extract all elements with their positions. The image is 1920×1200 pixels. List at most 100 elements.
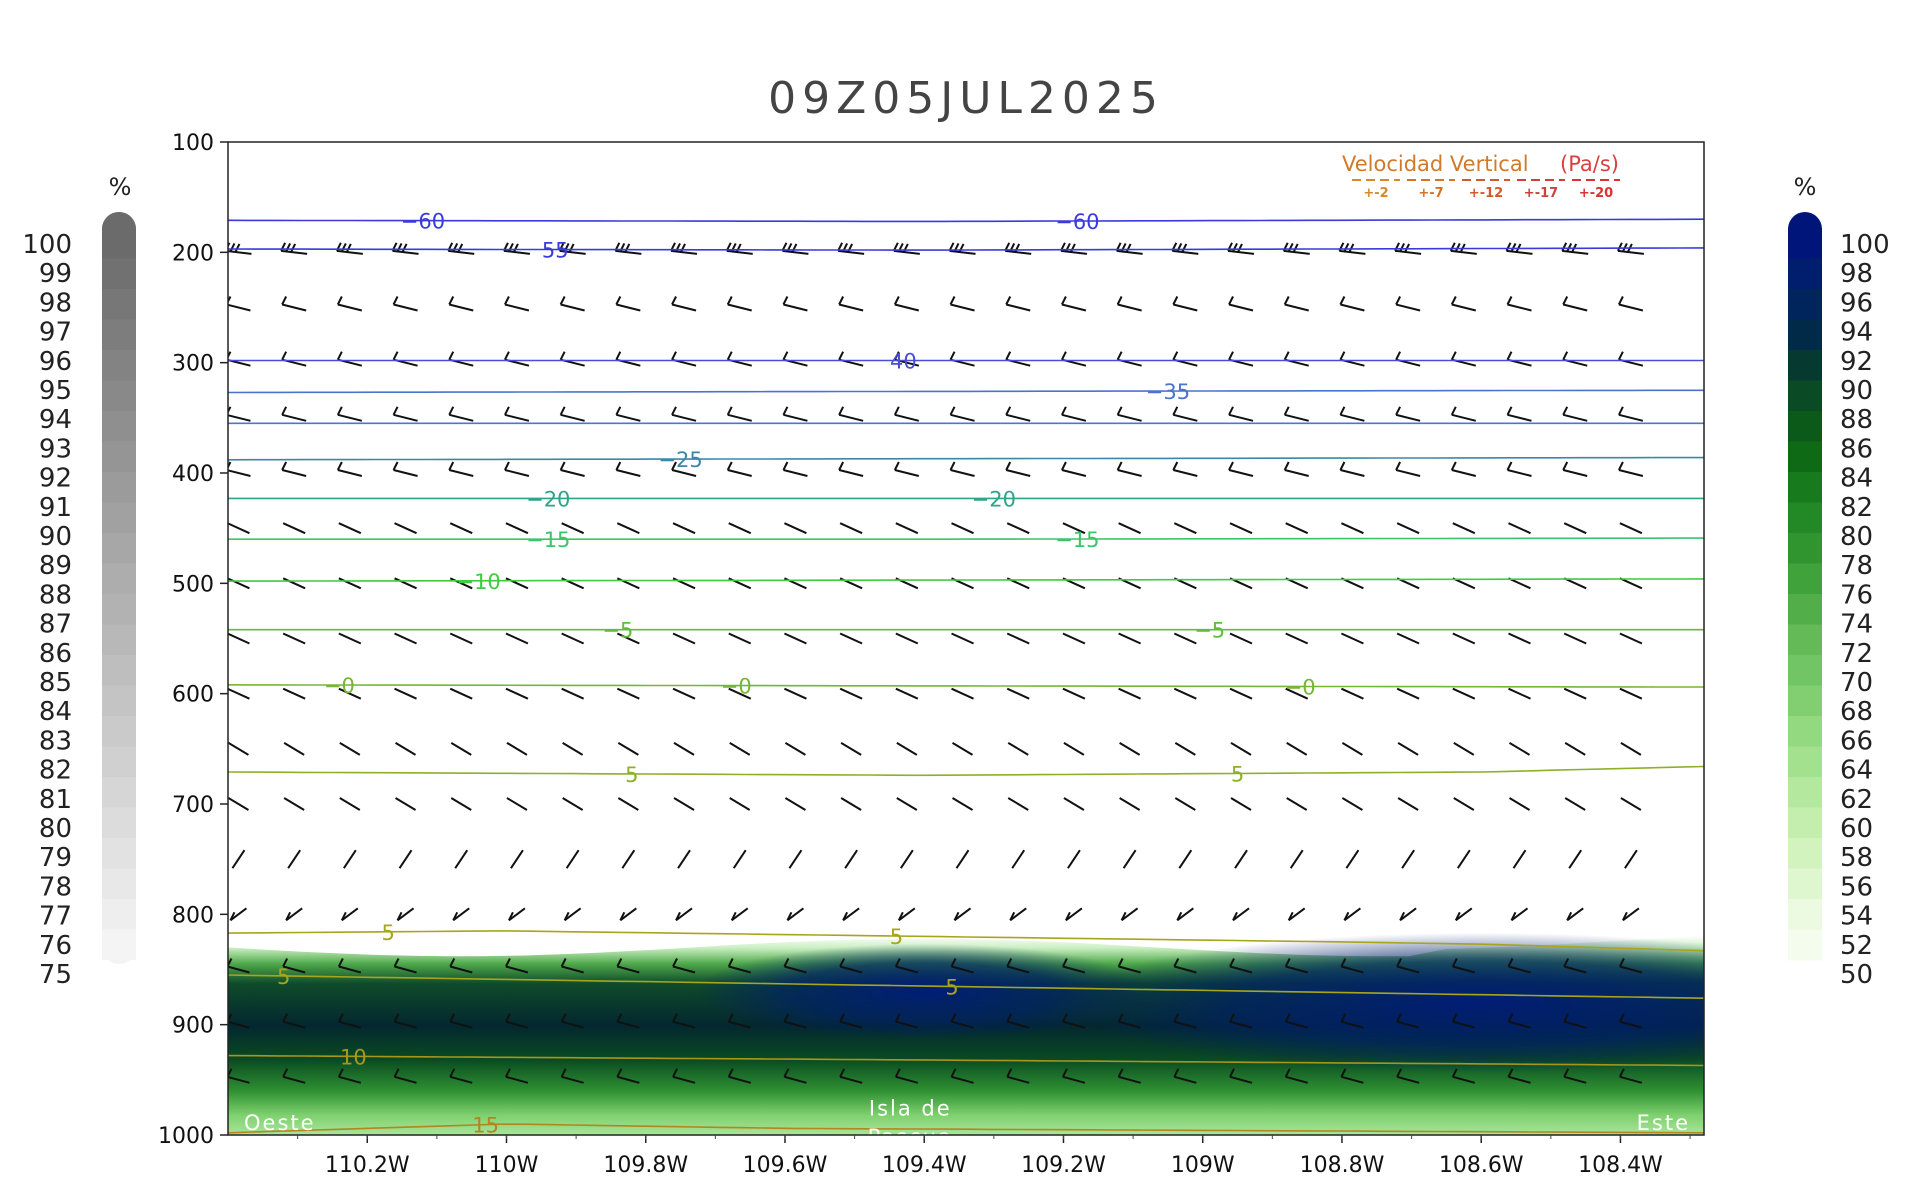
wind-barb (783, 958, 807, 974)
wind-barb-shaft (1006, 687, 1030, 700)
wind-barb-shaft (1455, 907, 1473, 922)
wind-barb (892, 242, 920, 255)
wind-barb-feather (285, 242, 292, 252)
wind-barb-shaft (1508, 522, 1531, 535)
wind-barb-shaft (895, 1075, 919, 1084)
wind-barb-feather (393, 958, 400, 967)
wind-barb (1563, 687, 1587, 700)
wind-barb-feather (1117, 1013, 1124, 1023)
wind-barb (1171, 242, 1199, 255)
wind-barb-shaft (506, 741, 528, 756)
wind-barb-feather (1506, 461, 1513, 471)
wind-barb-shaft (899, 849, 914, 869)
wind-barb-shaft (784, 741, 806, 756)
wind-barb (228, 522, 250, 535)
wind-barb-shaft (394, 632, 417, 645)
wind-barb-shaft (338, 965, 362, 974)
wind-barb-shaft (838, 413, 864, 422)
wind-barb (894, 1013, 919, 1029)
wind-barb-shaft (1062, 1020, 1086, 1029)
wind-barb-feather (1510, 911, 1517, 921)
wind-barb (1340, 1013, 1364, 1029)
wind-barb (1341, 797, 1363, 811)
wind-barb (393, 1068, 417, 1084)
wind-barb-shaft (1563, 522, 1587, 535)
wind-barb (229, 907, 248, 922)
wind-barb-feather (1562, 351, 1569, 361)
wind-barb (1286, 741, 1308, 756)
wind-barb (671, 351, 697, 367)
wind-barb-feather (282, 1068, 289, 1078)
wind-barb (1396, 958, 1420, 974)
wind-barb (1176, 907, 1194, 922)
wind-barb (338, 522, 362, 535)
wind-barb-feather (615, 351, 622, 361)
wind-barb (728, 632, 752, 645)
wind-barb (447, 242, 475, 255)
wind-barb-shaft (228, 741, 249, 756)
wind-barb-shaft (1568, 849, 1583, 869)
wind-barb-shaft (392, 249, 419, 255)
contour-label: −25 (658, 448, 702, 472)
wind-barb-feather (340, 242, 347, 252)
wind-barb-shaft (448, 413, 474, 422)
wind-barb-shaft (1396, 1075, 1420, 1084)
wind-barb-feather (1396, 1068, 1402, 1078)
wind-barb (505, 522, 529, 535)
wind-barb-shaft (1065, 907, 1083, 922)
wind-barb-shaft (505, 687, 529, 700)
wind-barb (398, 849, 413, 869)
wind-barb-feather (1228, 296, 1234, 305)
wind-barb (1061, 351, 1087, 367)
wind-barb-shaft (1563, 632, 1587, 645)
legend-entry: +-17 (1524, 186, 1558, 201)
wind-barb (450, 797, 472, 811)
wind-barb-shaft (1396, 965, 1420, 974)
wind-barb-shaft (395, 797, 417, 811)
wind-barb-shaft (561, 1020, 584, 1029)
right-colorbar-step (1788, 289, 1822, 320)
wind-barb (336, 296, 363, 312)
wind-barb-feather (1065, 911, 1071, 921)
wind-barb-shaft (504, 413, 530, 422)
wind-barb (506, 797, 528, 811)
wind-barb (1011, 849, 1026, 869)
right-colorbar-label: 58 (1840, 843, 1873, 873)
right-colorbar-label: 96 (1840, 288, 1873, 318)
wind-barb (1228, 461, 1254, 477)
wind-barb (1563, 1068, 1587, 1084)
wind-barb (1173, 687, 1197, 700)
wind-barb (725, 242, 753, 255)
wind-barb-shaft (1173, 303, 1198, 312)
wind-barb-shaft (1007, 797, 1029, 811)
wind-barb (1456, 849, 1471, 869)
left-colorbar-label: 90 (39, 522, 72, 552)
wind-barb-feather (1566, 911, 1573, 921)
wind-barb-shaft (839, 522, 863, 535)
wind-barb-feather (953, 911, 960, 921)
wind-barb-shaft (949, 249, 976, 255)
wind-barb (675, 907, 693, 922)
wind-barb (336, 351, 363, 367)
wind-barb (1006, 958, 1030, 974)
wind-barb (339, 741, 361, 756)
wind-barb-feather (616, 1068, 623, 1078)
wind-barb (1622, 907, 1640, 922)
wind-barb (1564, 741, 1586, 756)
wind-barb-shaft (448, 469, 474, 477)
y-tick-label: 700 (172, 793, 214, 818)
wind-barb-shaft (1285, 632, 1309, 645)
left-colorbar-label: 81 (39, 785, 72, 815)
wind-barb-feather (393, 1013, 400, 1023)
wind-barb-feather (1451, 1068, 1458, 1078)
contour-label: −0 (1285, 675, 1316, 699)
right-colorbar-label: 74 (1840, 610, 1873, 640)
humidity-max-center (694, 943, 1155, 1040)
wind-barb-feather (1507, 958, 1514, 967)
wind-barb-feather (950, 1013, 957, 1023)
wind-barb-shaft (895, 632, 919, 645)
wind-barb (338, 687, 362, 700)
wind-barb (1395, 296, 1421, 312)
contour-label: −15 (1055, 528, 1099, 552)
